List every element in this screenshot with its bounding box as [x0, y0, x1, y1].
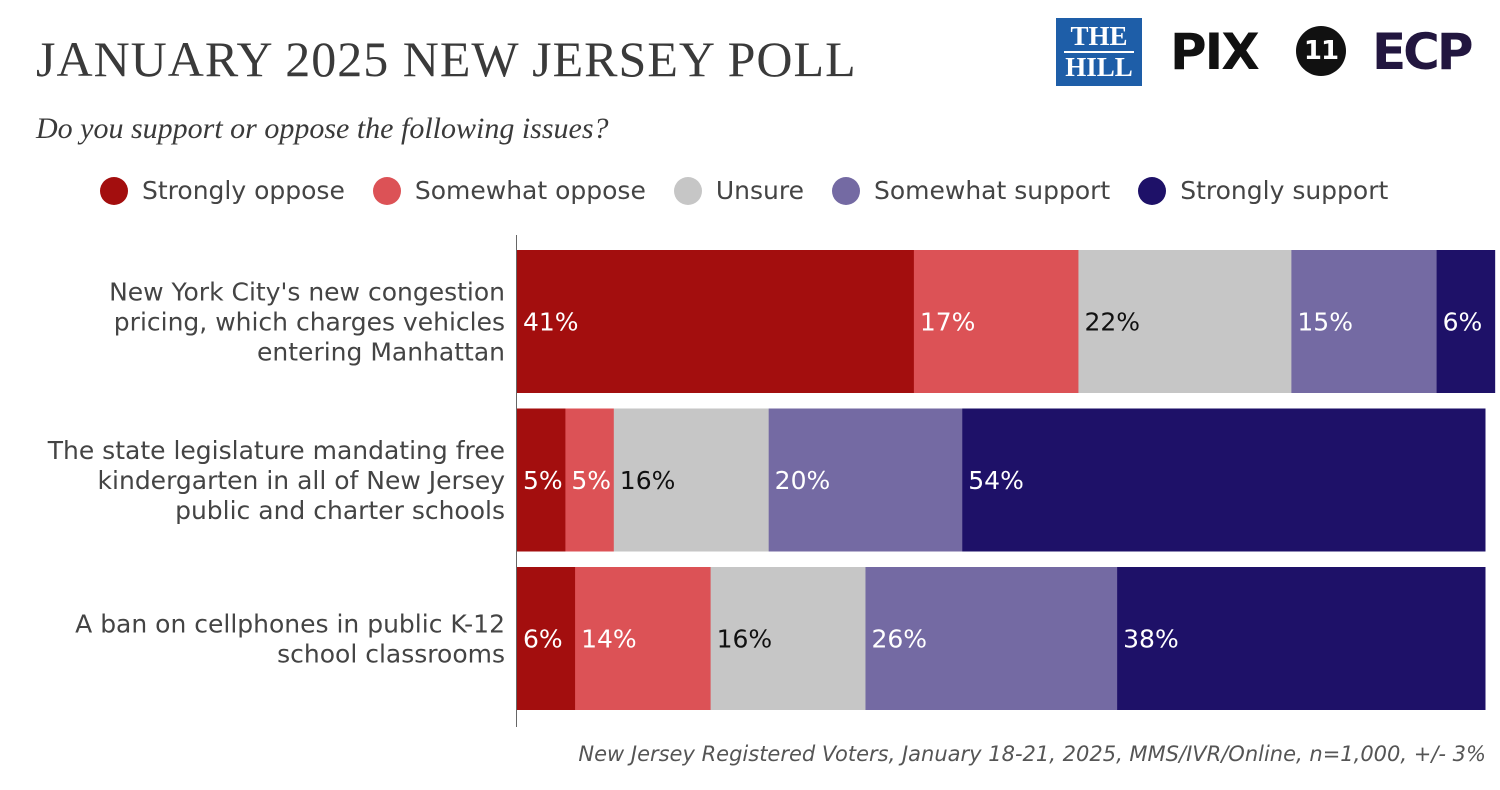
- bar-segment-strongly-support: [1117, 567, 1486, 710]
- category-label-line: public and charter schools: [175, 496, 505, 525]
- data-label-strongly-oppose: 6%: [523, 625, 563, 654]
- category-label: The state legislature mandating free kind…: [47, 436, 505, 525]
- bar-segment-somewhat-oppose: [575, 567, 712, 710]
- chart-subtitle: Do you support or oppose the following i…: [36, 112, 609, 145]
- category-label-line: school classrooms: [277, 640, 505, 669]
- pix11-logo-number: 11: [1296, 26, 1346, 76]
- legend-label-strongly-oppose: Strongly oppose: [142, 176, 345, 205]
- ecp-logo: ECP: [1372, 23, 1473, 81]
- legend-swatch-somewhat-oppose: [372, 176, 401, 205]
- bar-segment-somewhat-oppose: [913, 250, 1079, 393]
- bar-segment-strongly-oppose: [517, 567, 576, 710]
- bar-segment-strongly-oppose: [517, 408, 566, 552]
- data-label-somewhat-oppose: 5%: [571, 466, 611, 495]
- legend-item-somewhat-support: Somewhat support: [831, 176, 1111, 205]
- category-label-line: A ban on cellphones in public K-12: [75, 610, 505, 639]
- the-hill-logo: THE HILL: [1056, 18, 1142, 86]
- data-label-strongly-support: 38%: [1123, 625, 1179, 654]
- legend-swatch-somewhat-support: [831, 176, 860, 205]
- bar-segment-strongly-support: [1436, 250, 1496, 393]
- legend-label-unsure: Unsure: [715, 176, 804, 205]
- bar-segment-somewhat-support: [865, 567, 1118, 710]
- category-label-line: kindergarten in all of New Jersey: [98, 466, 506, 495]
- category-label-line: The state legislature mandating free: [47, 436, 505, 465]
- bar-segment-somewhat-support: [768, 408, 963, 552]
- legend-swatch-strongly-support: [1138, 176, 1167, 205]
- data-label-unsure: 16%: [620, 466, 676, 495]
- data-label-unsure: 22%: [1084, 308, 1140, 337]
- pix11-logo-text: PIX: [1170, 23, 1260, 81]
- data-label-strongly-support: 54%: [968, 466, 1024, 495]
- legend-swatch-unsure: [673, 176, 702, 205]
- data-label-somewhat-support: 26%: [871, 625, 927, 654]
- legend-label-somewhat-support: Somewhat support: [873, 176, 1111, 205]
- data-label-somewhat-support: 20%: [775, 466, 831, 495]
- stacked-bar-chart: New York City's new congestion pricing, w…: [47, 235, 1496, 727]
- category-label: A ban on cellphones in public K-12 school…: [75, 610, 505, 669]
- data-label-unsure: 16%: [717, 625, 773, 654]
- bar-segment-unsure: [710, 567, 866, 710]
- legend-item-somewhat-oppose: Somewhat oppose: [372, 176, 646, 205]
- bar-segment-unsure: [613, 408, 770, 552]
- chart-legend: Strongly oppose Somewhat oppose Unsure Some…: [100, 176, 1416, 212]
- bar-segment-unsure: [1078, 250, 1292, 393]
- category-label-line: New York City's new congestion: [109, 278, 505, 307]
- data-label-strongly-support: 6%: [1443, 308, 1483, 337]
- the-hill-logo-line1: THE: [1070, 21, 1128, 51]
- footnote: New Jersey Registered Voters, January 18…: [578, 742, 1486, 766]
- legend-item-strongly-oppose: Strongly oppose: [100, 176, 345, 205]
- legend-label-somewhat-oppose: Somewhat oppose: [414, 176, 646, 205]
- bar-segment-somewhat-oppose: [565, 408, 615, 552]
- bar-segment-strongly-support: [962, 408, 1486, 552]
- data-label-strongly-oppose: 41%: [523, 308, 579, 337]
- sponsor-logos: THE HILL PIX 11 ECP: [1056, 14, 1486, 90]
- bar-segment-strongly-oppose: [517, 250, 915, 393]
- category-label-line: pricing, which charges vehicles: [114, 308, 505, 337]
- legend-item-unsure: Unsure: [673, 176, 804, 205]
- chart-title: JANUARY 2025 NEW JERSEY POLL: [36, 31, 857, 87]
- legend-swatch-strongly-oppose: [100, 176, 128, 205]
- the-hill-logo-rule: [1064, 51, 1134, 53]
- data-label-strongly-oppose: 5%: [523, 466, 563, 495]
- data-label-somewhat-oppose: 17%: [920, 308, 976, 337]
- data-label-somewhat-support: 15%: [1297, 308, 1353, 337]
- the-hill-logo-line2: HILL: [1065, 52, 1133, 82]
- category-label-line: entering Manhattan: [257, 338, 505, 367]
- legend-label-strongly-support: Strongly support: [1180, 176, 1389, 205]
- data-label-somewhat-oppose: 14%: [581, 625, 637, 654]
- category-label: New York City's new congestion pricing, w…: [109, 278, 505, 367]
- bar-segment-somewhat-support: [1291, 250, 1438, 393]
- legend-item-strongly-support: Strongly support: [1138, 176, 1388, 205]
